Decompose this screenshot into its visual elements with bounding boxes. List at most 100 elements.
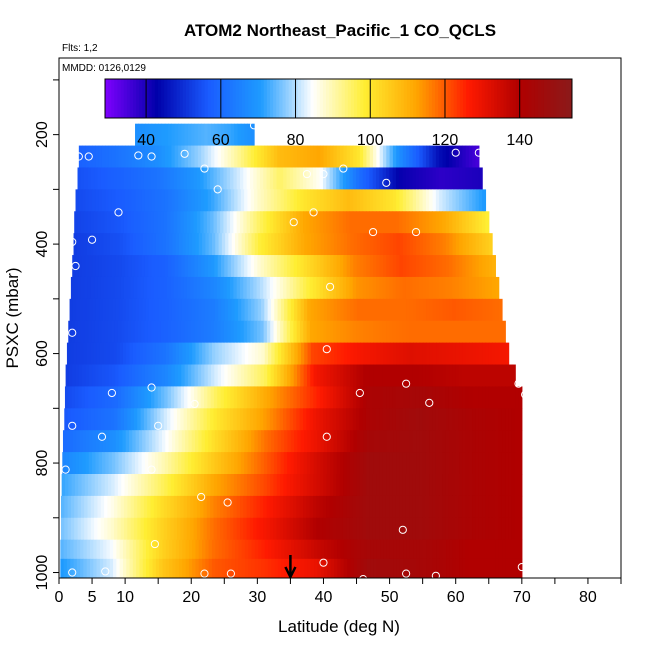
heatmap-cell [413,342,417,365]
colorbar-segment [525,79,529,118]
sample-marker [521,390,530,399]
heatmap-cell [93,558,98,578]
heatmap-cell [153,495,158,519]
heatmap-cell [178,123,182,146]
heatmap-cell [93,233,98,256]
heatmap-cell [488,276,493,300]
heatmap-cell [214,364,219,387]
heatmap-cell [342,495,347,519]
heatmap-cell [468,452,473,475]
heatmap-cell [120,408,125,431]
heatmap-cell [376,558,381,578]
heatmap-cell [147,276,152,300]
colorbar-segment [167,79,171,118]
heatmap-cell [432,189,437,212]
heatmap-cell [330,145,334,168]
heatmap-cell [139,558,144,578]
heatmap-cell [307,342,312,365]
heatmap-cell [412,167,417,190]
heatmap-cell [66,539,71,560]
sample-marker [226,569,236,578]
heatmap-cell [343,452,348,475]
heatmap-cell [313,189,318,212]
heatmap-cell [518,408,523,431]
heatmap-cell [224,145,229,168]
heatmap-cell [213,408,218,431]
heatmap-cell [445,233,450,256]
heatmap-cell [163,211,168,234]
heatmap-cell [359,276,364,300]
heatmap-cell [107,211,112,234]
heatmap-cell [439,430,444,453]
heatmap-cell [442,167,447,190]
heatmap-cell [266,495,271,519]
colorbar-segment [522,79,526,118]
heatmap-cell [197,386,202,409]
heatmap-cell [273,145,278,168]
heatmap-cell [249,167,254,190]
heatmap-cell [287,298,292,322]
heatmap-cell [103,558,108,578]
heatmap-cell [492,430,497,453]
heatmap-cell [167,386,172,409]
heatmap-cell [505,558,510,578]
heatmap-cell [319,386,324,409]
heatmap-cell [382,495,387,519]
heatmap-cell [160,211,165,234]
heatmap-cell [204,320,208,344]
colorbar-segment [329,79,333,118]
heatmap-cell [125,189,130,212]
heatmap-cell [448,517,453,541]
heatmap-cell [372,408,377,431]
heatmap-cell [270,430,275,453]
heatmap-cell [287,233,292,256]
heatmap-cell [241,558,246,578]
heatmap-cell [274,558,279,578]
heatmap-cell [347,539,352,560]
heatmap-cell [184,386,189,409]
heatmap-cell [342,211,347,234]
heatmap-cell [488,558,493,578]
heatmap-cell [492,474,496,497]
heatmap-cell [201,145,206,168]
heatmap-cell [376,233,381,256]
heatmap-cell [472,517,477,541]
colorbar-segment [288,79,293,118]
heatmap-cell [415,517,420,541]
heatmap-cell [133,517,138,541]
heatmap-cell [174,452,179,475]
heatmap-cell [412,145,417,168]
heatmap-cell [442,364,447,387]
heatmap-cell [412,386,417,409]
heatmap-cell [86,539,91,560]
heatmap-cell [340,430,345,453]
heatmap-cell [333,430,338,453]
heatmap-cell [435,495,440,519]
heatmap-cell [121,189,126,212]
heatmap-cell [472,298,477,322]
heatmap-cell [234,452,239,475]
heatmap-cell [313,364,318,387]
heatmap-cell [422,189,427,212]
heatmap-cell [144,386,149,409]
heatmap-cell [192,233,197,256]
heatmap-cell [346,430,351,453]
heatmap-cell [303,298,308,322]
heatmap-cell [138,255,143,278]
heatmap-cell [396,189,401,212]
heatmap-cell [264,558,269,578]
colorbar-segment [332,79,336,118]
heatmap-cell [304,539,309,560]
heatmap-cell [389,189,394,212]
heatmap-cell [276,167,281,190]
heatmap-cell [190,408,195,431]
heatmap-cell [472,386,477,409]
heatmap-cell [263,167,268,190]
heatmap-cell [379,364,384,387]
heatmap-cell [386,364,391,387]
colorbar-segment [226,79,231,118]
heatmap-cell [462,145,467,168]
heatmap-cell [340,298,345,322]
heatmap-cell [121,320,126,344]
heatmap-cell [283,474,288,497]
